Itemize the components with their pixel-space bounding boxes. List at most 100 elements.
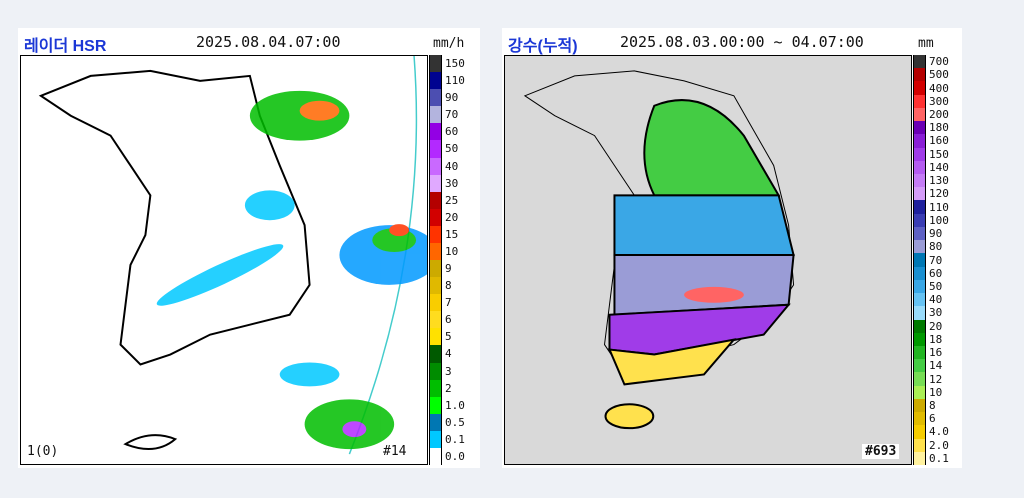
legend-label: 5 [445,330,452,344]
legend-swatch [913,174,926,188]
legend-swatch [429,123,442,141]
legend-swatch [429,55,442,73]
corner-label: #14 [380,444,410,459]
legend-label: 180 [929,121,949,135]
legend-swatch [913,187,926,201]
legend-swatch [429,430,442,449]
legend-label: 60 [445,125,459,139]
legend-swatch [429,89,442,107]
legend-label: 0.1 [445,432,465,446]
legend-label: 8 [929,398,936,412]
legend-swatch [913,438,926,453]
accum-map [504,55,912,465]
unit: mm/h [433,36,465,51]
legend-label: 25 [445,193,459,207]
legend-label: 150 [929,147,949,161]
legend-label: 130 [929,174,949,188]
legend-swatch [913,359,926,373]
legend-swatch [429,345,442,363]
legend-swatch [913,94,926,109]
legend-swatch [913,240,926,254]
legend-label: 150 [445,57,465,71]
legend-swatch [429,379,442,398]
legend-swatch [429,311,442,329]
legend-swatch [913,81,926,96]
legend-label: 3 [445,364,452,378]
legend-swatch [429,328,442,346]
legend-label: 10 [929,385,943,399]
legend-label: 20 [445,210,459,224]
legend-label: 0.1 [929,451,949,465]
legend-label: 110 [445,74,465,88]
legend: 700 500 400 300 200 180 160 150 140 130 120 110 100 9… [912,55,964,466]
legend-label: 30 [445,176,459,190]
legend-swatch [429,277,442,295]
legend-label: 0.0 [445,449,465,463]
legend-swatch [913,332,926,347]
legend: 150 110 90 70 60 50 40 30 25 20 15 10 9 8 7 6 5 4 3 2 1.0 0.5… [428,55,480,466]
panel-time: 2025.08.04.07:00 [196,33,341,51]
legend-swatch [913,385,926,400]
legend-label: 40 [929,293,943,307]
legend-swatch [913,412,926,426]
legend-swatch [913,134,926,149]
accum-panel: 강수(누적) 2025.08.03.00:00 ~ 04.07:00 mm 70… [502,28,962,468]
legend-label: 90 [929,227,943,241]
legend-label: 2 [445,381,452,395]
legend-swatch [429,294,442,312]
legend-swatch [913,147,926,162]
legend-swatch [913,425,926,440]
legend-swatch [429,225,442,244]
legend-swatch [913,121,926,135]
legend-label: 4 [445,347,452,361]
legend-swatch [913,451,926,466]
legend-swatch [913,68,926,82]
legend-label: 4.0 [929,425,949,439]
legend-swatch [913,107,926,122]
legend-swatch [429,191,442,210]
legend-label: 90 [445,91,459,105]
legend-swatch [429,106,442,124]
legend-label: 9 [445,262,452,276]
legend-swatch [913,293,926,307]
legend-label: 14 [929,359,943,373]
legend-label: 70 [445,108,459,122]
legend-swatch [429,447,442,466]
legend-label: 7 [445,296,452,310]
legend-label: 1.0 [445,398,465,412]
legend-swatch [429,174,442,193]
legend-label: 60 [929,266,943,280]
panel-time: 2025.08.03.00:00 ~ 04.07:00 [620,33,864,51]
legend-label: 20 [929,319,943,333]
legend-swatch [429,362,442,381]
corner-label: 1(0) [24,444,62,459]
legend-label: 12 [929,372,943,386]
legend-swatch [913,372,926,387]
legend-label: 10 [445,244,459,258]
legend-label: 110 [929,200,949,214]
legend-label: 80 [929,240,943,254]
legend-swatch [429,242,442,261]
legend-label: 30 [929,306,943,320]
legend-swatch [913,226,926,241]
legend-label: 8 [445,279,452,293]
legend-label: 0.5 [445,415,465,429]
legend-label: 16 [929,346,943,360]
legend-label: 200 [929,108,949,122]
legend-label: 40 [445,159,459,173]
legend-swatch [429,208,442,227]
legend-swatch [913,319,926,334]
legend-swatch [913,55,926,69]
legend-label: 120 [929,187,949,201]
legend-label: 2.0 [929,438,949,452]
legend-swatch [429,260,442,278]
legend-label: 50 [445,142,459,156]
legend-label: 70 [929,253,943,267]
legend-label: 500 [929,68,949,82]
legend-swatch [913,306,926,320]
legend-swatch [913,160,926,175]
radar-map [20,55,428,465]
legend-swatch [429,140,442,158]
panel-title: 레이더 HSR [24,38,107,55]
